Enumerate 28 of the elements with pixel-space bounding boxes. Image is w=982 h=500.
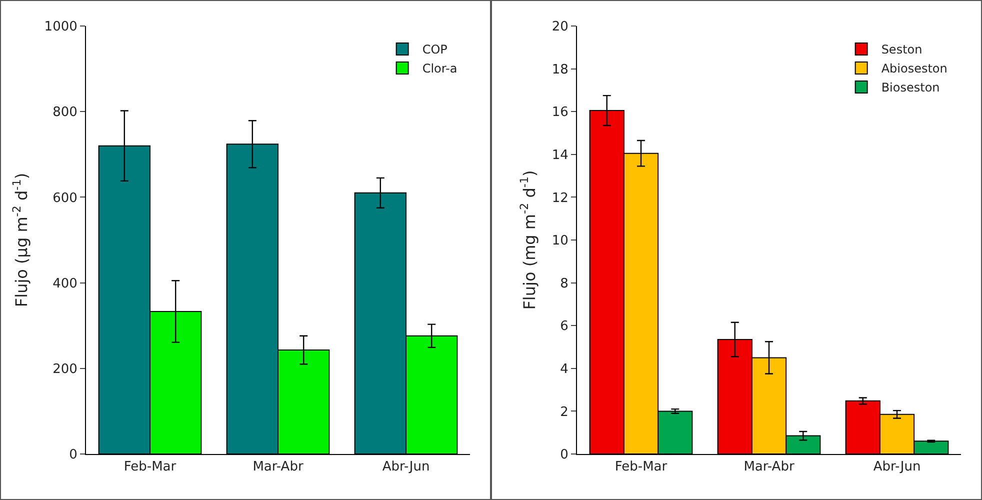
y-tick-label: 800 — [52, 105, 78, 120]
y-tick-label: 4 — [560, 362, 568, 377]
y-tick-label: 600 — [52, 190, 78, 206]
y-tick-label: 14 — [552, 148, 568, 163]
x-tick-label: Feb-Mar — [124, 460, 177, 475]
y-tick-label: 12 — [552, 190, 568, 206]
legend-label: Bioseston — [881, 80, 940, 95]
legend-label: Clor-a — [422, 62, 458, 76]
y-tick-label: 16 — [552, 105, 568, 120]
y-tick-label: 400 — [52, 276, 78, 292]
x-tick-label: Mar-Abr — [252, 460, 304, 475]
y-tick-label: 0 — [560, 448, 568, 463]
y-tick-label: 0 — [69, 448, 78, 463]
y-tick-label: 1000 — [44, 20, 78, 35]
x-tick-label: Mar-Abr — [744, 460, 795, 475]
legend-label: Seston — [881, 42, 922, 57]
y-tick-label: 8 — [560, 276, 568, 292]
y-tick-label: 18 — [552, 62, 568, 78]
y-tick-label: 10 — [552, 234, 568, 249]
x-tick-label: Feb-Mar — [614, 460, 668, 475]
x-tick-label: Abr-Jun — [382, 460, 430, 475]
y-tick-label: 200 — [52, 362, 78, 377]
x-tick-label: Abr-Jun — [873, 460, 921, 475]
y-tick-label: 2 — [560, 404, 568, 420]
legend-label: COP — [422, 42, 448, 57]
y-tick-label: 6 — [560, 319, 568, 334]
legend-label: Abioseston — [881, 62, 948, 76]
y-tick-label: 20 — [552, 20, 568, 35]
